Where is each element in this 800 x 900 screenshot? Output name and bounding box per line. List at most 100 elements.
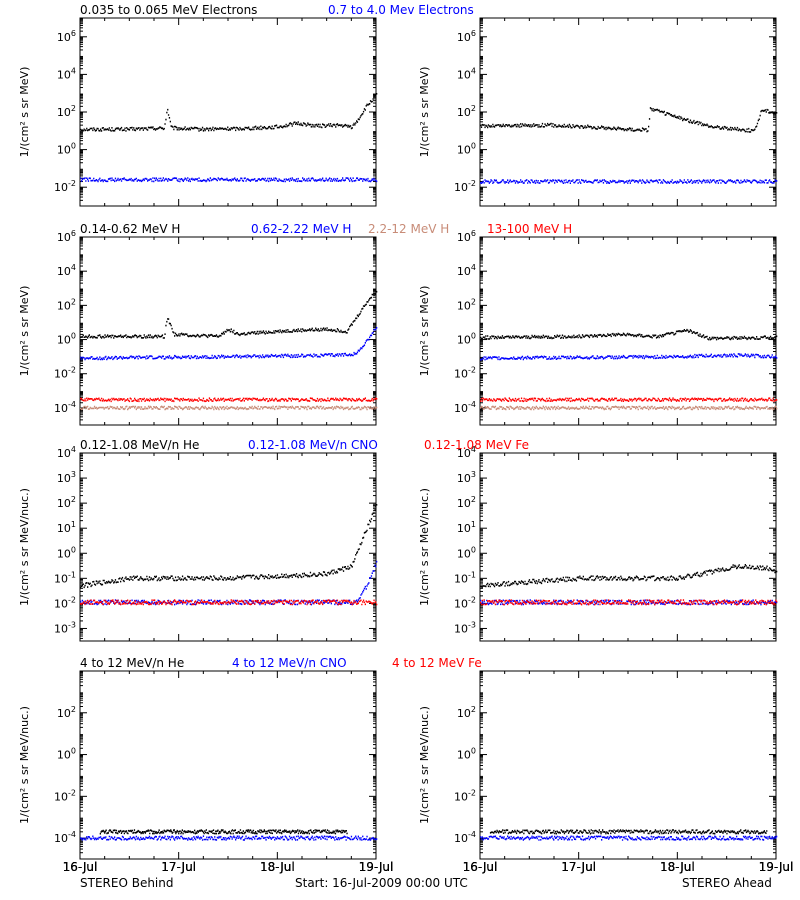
panel-row3-ahead: 1/(cm² s sr MeV/nuc.) 10-3 10-2 10-1 100 101 1… bbox=[418, 445, 778, 642]
x-tick-label: 17-Jul bbox=[161, 860, 196, 874]
x-tick-label: 18-Jul bbox=[660, 860, 695, 874]
legend-entry: 0.62-2.22 MeV H bbox=[251, 222, 351, 236]
y-tick-label: 10-3 bbox=[454, 620, 476, 635]
y-tick-label: 10-2 bbox=[54, 179, 76, 194]
x-tick-label: 19-Jul bbox=[359, 860, 394, 874]
y-axis-label: 1/(cm² s sr MeV/nuc.) bbox=[418, 488, 431, 606]
y-tick-label: 104 bbox=[457, 66, 476, 81]
y-tick-label: 100 bbox=[57, 545, 76, 560]
y-tick-label: 100 bbox=[57, 142, 76, 157]
x-tick-label: 17-Jul bbox=[561, 860, 596, 874]
y-tick-label: 101 bbox=[57, 520, 76, 535]
y-tick-label: 104 bbox=[57, 445, 76, 460]
plot-frame bbox=[79, 452, 377, 642]
y-tick-label: 102 bbox=[57, 104, 76, 119]
panels-layer: 1/(cm² s sr MeV) 10-2 100 102 104 106 1/(cm² s… bbox=[18, 17, 778, 860]
y-tick-label: 102 bbox=[457, 297, 476, 312]
x-tick-label: 16-Jul bbox=[63, 860, 98, 874]
x-tick-label: 18-Jul bbox=[260, 860, 295, 874]
y-tick-label: 103 bbox=[457, 470, 476, 485]
panel-row1-behind: 1/(cm² s sr MeV) 10-2 100 102 104 106 bbox=[18, 17, 378, 207]
y-tick-label: 102 bbox=[457, 495, 476, 510]
y-axis-label: 1/(cm² s sr MeV/nuc.) bbox=[18, 488, 31, 606]
footer-right-label: STEREO Ahead bbox=[682, 876, 772, 890]
y-tick-label: 106 bbox=[457, 29, 476, 44]
x-tick-label: 16-Jul bbox=[63, 860, 98, 874]
x-tick-label: 17-Jul bbox=[161, 860, 196, 874]
data-series bbox=[480, 835, 778, 841]
y-axis-label: 1/(cm² s sr MeV) bbox=[18, 67, 31, 158]
y-tick-label: 10-2 bbox=[54, 366, 76, 381]
data-series bbox=[80, 560, 378, 606]
y-tick-label: 104 bbox=[57, 66, 76, 81]
y-tick-label: 10-2 bbox=[454, 366, 476, 381]
y-tick-label: 100 bbox=[457, 332, 476, 347]
y-tick-label: 10-1 bbox=[454, 570, 476, 585]
x-tick-label: 17-Jul bbox=[161, 860, 196, 874]
legend-layer: 0.035 to 0.065 MeV Electrons 0.7 to 4.0 M… bbox=[80, 3, 572, 670]
y-tick-label: 104 bbox=[57, 263, 76, 278]
data-series bbox=[480, 397, 778, 403]
y-tick-label: 100 bbox=[457, 545, 476, 560]
y-tick-label: 10-2 bbox=[54, 788, 76, 803]
data-series bbox=[80, 327, 378, 361]
x-tick-label: 18-Jul bbox=[660, 860, 695, 874]
legend-entry: 2.2-12 MeV H bbox=[368, 222, 449, 236]
plot-frame bbox=[479, 236, 777, 426]
x-tick-label: 16-Jul bbox=[463, 860, 498, 874]
y-axis-label: 1/(cm² s sr MeV) bbox=[418, 286, 431, 377]
y-tick-label: 10-1 bbox=[54, 570, 76, 585]
x-tick-label: 19-Jul bbox=[759, 860, 794, 874]
legend-entry: 0.035 to 0.065 MeV Electrons bbox=[80, 3, 257, 17]
data-series bbox=[80, 397, 378, 403]
x-tick-label: 16-Jul bbox=[463, 860, 498, 874]
data-series bbox=[80, 599, 378, 606]
y-tick-label: 10-4 bbox=[54, 400, 76, 415]
data-series bbox=[80, 504, 378, 589]
data-series bbox=[80, 405, 378, 411]
data-series bbox=[480, 564, 778, 588]
x-tick-label: 17-Jul bbox=[561, 860, 596, 874]
panel-row3-behind: 1/(cm² s sr MeV/nuc.) 10-3 10-2 10-1 100 101 1… bbox=[18, 445, 378, 642]
y-tick-label: 10-2 bbox=[454, 179, 476, 194]
y-tick-label: 100 bbox=[57, 332, 76, 347]
x-tick-label: 17-Jul bbox=[561, 860, 596, 874]
legend-entry: 0.12-1.08 MeV Fe bbox=[424, 438, 529, 452]
footer-left-label: STEREO Behind bbox=[80, 876, 174, 890]
x-tick-label: 17-Jul bbox=[561, 860, 596, 874]
y-tick-label: 106 bbox=[457, 229, 476, 244]
data-series bbox=[480, 599, 778, 606]
panel-row4-behind: 1/(cm² s sr MeV/nuc.) 10-4 10-2 100 102 bbox=[18, 670, 378, 860]
data-series bbox=[489, 829, 768, 835]
data-series bbox=[80, 93, 378, 132]
y-axis-label: 1/(cm² s sr MeV/nuc.) bbox=[18, 706, 31, 824]
x-tick-label: 19-Jul bbox=[359, 860, 394, 874]
y-tick-label: 10-2 bbox=[54, 595, 76, 610]
panel-row1-ahead: 1/(cm² s sr MeV) 10-2 100 102 104 106 bbox=[418, 17, 778, 207]
y-tick-label: 102 bbox=[57, 495, 76, 510]
y-axis-label: 1/(cm² s sr MeV) bbox=[18, 286, 31, 377]
x-tick-label: 16-Jul bbox=[463, 860, 498, 874]
legend-entry: 0.12-1.08 MeV/n CNO bbox=[248, 438, 378, 452]
footer-center-label: Start: 16-Jul-2009 00:00 UTC bbox=[295, 876, 468, 890]
y-tick-label: 10-2 bbox=[454, 788, 476, 803]
x-axis-labels: 16-Jul 17-Jul 18-Jul 19-Jul 16-Jul 17-Jul 18-J… bbox=[63, 860, 794, 874]
panel-row2-ahead: 1/(cm² s sr MeV) 10-4 10-2 100 102 104 106 bbox=[418, 229, 778, 426]
y-tick-label: 100 bbox=[57, 747, 76, 762]
y-tick-label: 104 bbox=[457, 445, 476, 460]
footer: STEREO Behind Start: 16-Jul-2009 00:00 U… bbox=[80, 876, 772, 890]
data-series bbox=[99, 829, 348, 835]
data-series bbox=[80, 290, 378, 339]
legend-entry: 0.12-1.08 MeV/n He bbox=[80, 438, 199, 452]
plot-frame bbox=[479, 17, 777, 207]
x-tick-label: 16-Jul bbox=[63, 860, 98, 874]
y-tick-label: 10-4 bbox=[454, 830, 476, 845]
x-tick-label: 16-Jul bbox=[63, 860, 98, 874]
data-series bbox=[480, 405, 778, 411]
legend-entry: 0.14-0.62 MeV H bbox=[80, 222, 180, 236]
y-tick-label: 100 bbox=[457, 747, 476, 762]
y-tick-label: 10-3 bbox=[54, 620, 76, 635]
x-tick-label: 16-Jul bbox=[463, 860, 498, 874]
plot-frame bbox=[479, 452, 777, 642]
